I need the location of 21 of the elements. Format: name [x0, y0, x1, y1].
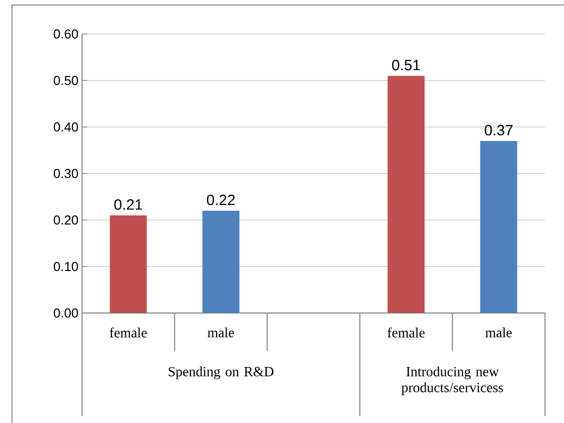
y-tick-label: 0.40 [54, 122, 78, 132]
y-tick-label: 0.30 [54, 168, 78, 178]
y-tick-label: 0.00 [54, 308, 78, 318]
data-label: 0.51 [392, 60, 420, 70]
bar [480, 140, 518, 313]
data-label: 0.37 [484, 124, 512, 136]
x-tick-label: male [485, 328, 512, 338]
x-tick-label: male [208, 328, 234, 338]
x-tick-label: female [110, 328, 147, 338]
bar [110, 215, 147, 313]
x-tick-label: female [388, 328, 425, 338]
data-label: 0.22 [206, 194, 235, 206]
bar [202, 210, 240, 313]
y-tick-label: 0.60 [54, 29, 78, 39]
y-tick-label: 0.10 [54, 262, 78, 272]
text: Introducing new products/servicess [401, 366, 504, 396]
y-tick-label: 0.50 [54, 76, 78, 86]
data-label: 0.21 [114, 199, 142, 210]
bar [388, 76, 425, 313]
y-tick-label: 0.20 [54, 215, 78, 225]
text: Spending on R&D [168, 366, 274, 380]
